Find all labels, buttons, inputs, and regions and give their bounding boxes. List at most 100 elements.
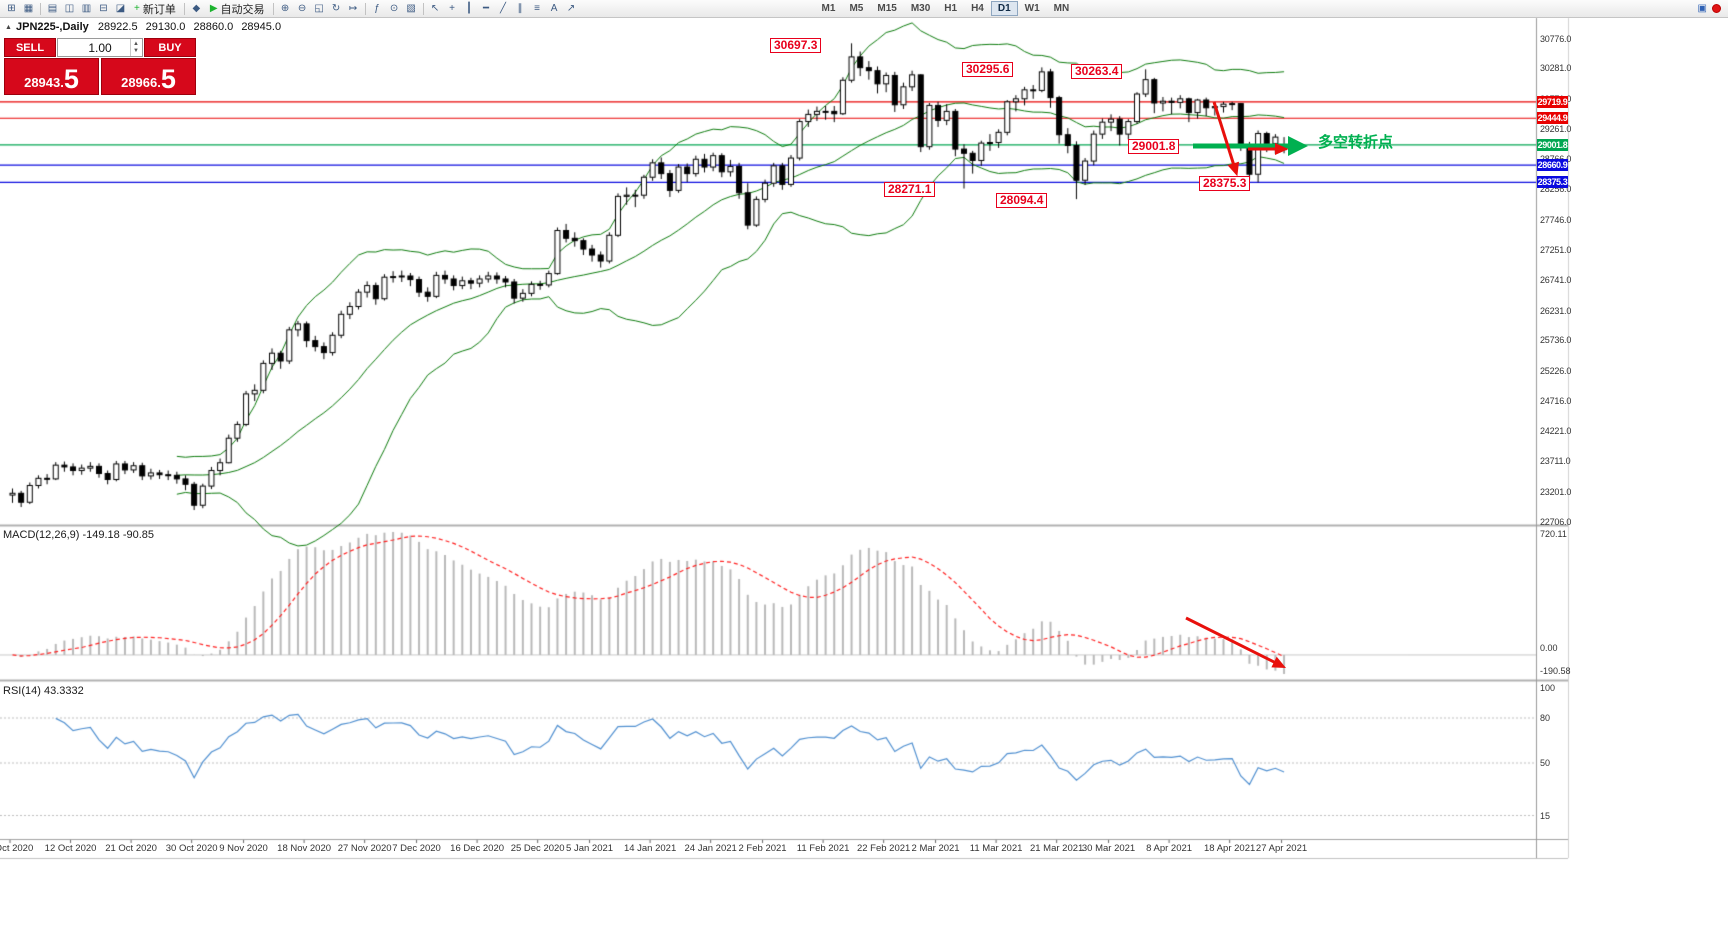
chart-header: JPN225-,Daily 28922.5 29130.0 28860.0 28… [16, 21, 286, 33]
spin-down-icon[interactable]: ▼ [133, 47, 139, 54]
timeframe-mn[interactable]: MN [1053, 3, 1070, 14]
terminal-icon: ⊟ [99, 3, 108, 14]
toolbar-separator [422, 2, 424, 15]
collapse-panel-icon[interactable]: ▲ [5, 24, 12, 31]
ohlc-high: 29130.0 [145, 21, 186, 33]
sell-button[interactable]: SELL [4, 38, 56, 57]
new-order-button[interactable]: + 新订单 [129, 1, 181, 17]
timeframe-m15[interactable]: M15 [877, 3, 897, 14]
horizontal-line-icon[interactable]: ━ [478, 1, 495, 17]
market-watch-icon[interactable]: ▤ [44, 1, 61, 17]
zoom-in-icon[interactable]: ⊕ [277, 1, 294, 17]
buy-button[interactable]: BUY [144, 38, 196, 57]
market-watch-icon: ▤ [47, 3, 58, 14]
autoscroll-icon[interactable]: ↻ [328, 1, 345, 17]
cursor-icon: ↖ [430, 3, 440, 14]
autotrading-button[interactable]: ▶ 自动交易 [205, 1, 270, 17]
new-chart-icon[interactable]: ⊞ [3, 1, 20, 17]
navigator-icon[interactable]: ▥ [78, 1, 95, 17]
pivot-annotation-text[interactable]: 多空转折点 [1318, 134, 1394, 151]
strategy-tester-icon[interactable]: ◪ [112, 1, 129, 17]
buy-price-main: 28966. [121, 75, 161, 90]
periods-icon: ⊙ [389, 3, 399, 14]
sell-price-big-digit: 5 [63, 64, 79, 95]
navigator-icon: ▥ [81, 3, 92, 14]
crosshair-icon: + [449, 3, 455, 14]
chart-shift-icon[interactable]: ↦ [345, 1, 362, 17]
crosshair-icon[interactable]: + [444, 1, 461, 17]
zoom-out-icon: ⊖ [297, 3, 307, 14]
zoom-out-icon[interactable]: ⊖ [294, 1, 311, 17]
autotrading-button-label: 自动交易 [220, 3, 265, 16]
one-click-trading-panel: SELL 1.00 ▲ ▼ BUY 28943. 5 28966. 5 [4, 38, 196, 95]
price-callout[interactable]: 30697.3 [770, 38, 822, 53]
volume-spinner[interactable]: ▲ ▼ [130, 39, 141, 56]
horizontal-line-icon: ━ [483, 3, 490, 14]
text-icon[interactable]: A [546, 1, 563, 17]
timeframe-m1[interactable]: M1 [821, 3, 836, 14]
price-callout[interactable]: 30295.6 [962, 62, 1014, 77]
notification-dot[interactable] [1712, 4, 1721, 13]
timeframe-d1[interactable]: D1 [990, 1, 1018, 16]
price-callout[interactable]: 28271.1 [884, 182, 936, 197]
tile-windows-icon: ◱ [314, 3, 324, 14]
fibonacci-icon[interactable]: ≡ [529, 1, 546, 17]
terminal-icon[interactable]: ⊟ [95, 1, 112, 17]
timeframe-m30[interactable]: M30 [910, 3, 931, 14]
price-callout[interactable]: 30263.4 [1071, 64, 1123, 79]
toolbar-separator [364, 2, 366, 15]
data-window-icon[interactable]: ◫ [61, 1, 78, 17]
ohlc-close: 28945.0 [241, 21, 282, 33]
vertical-line-icon[interactable]: ┃ [461, 1, 478, 17]
tile-windows-icon[interactable]: ◱ [311, 1, 328, 17]
periods-icon[interactable]: ⊙ [386, 1, 403, 17]
toolbar-separator [272, 2, 274, 15]
vertical-line-icon: ┃ [466, 3, 473, 14]
arrows-icon: ↗ [566, 3, 576, 14]
channel-icon[interactable]: ∥ [512, 1, 529, 17]
price-callout[interactable]: 28094.4 [996, 193, 1048, 208]
volume-value: 1.00 [88, 40, 112, 55]
rsi-indicator-label: RSI(14) 43.3332 [3, 685, 84, 697]
new-order-button-label: 新订单 [142, 3, 176, 16]
templates-icon: ▧ [406, 3, 416, 14]
arrows-icon[interactable]: ↗ [563, 1, 580, 17]
profiles-icon: ▦ [23, 3, 34, 14]
timeframe-h4[interactable]: H4 [971, 3, 984, 14]
main-toolbar: ⊞ ▦ ▤ ◫ ▥ ⊟ ◪ + 新订单 ◆ ▶ 自动交易 ⊕ ⊖ ◱ ↻ ↦ ƒ ⊙ ▧ ↖ + ┃ ━ ╱ ∥ ≡ A ↗ M1 M5 M1… [0, 0, 1728, 18]
profiles-icon[interactable]: ▦ [20, 1, 37, 17]
timeframe-h1[interactable]: H1 [944, 3, 958, 14]
autotrading-button: ▶ [209, 3, 218, 14]
ohlc-low: 28860.0 [193, 21, 234, 33]
timeframe-group: M1 M5 M15 M30 H1 H4 D1 W1 MN [815, 1, 1077, 16]
buy-price[interactable]: 28966. 5 [101, 58, 196, 95]
indicators-icon: ƒ [374, 3, 380, 14]
timeframe-w1[interactable]: W1 [1024, 3, 1040, 14]
spin-up-icon[interactable]: ▲ [133, 40, 139, 47]
sell-price[interactable]: 28943. 5 [4, 58, 99, 95]
buy-price-big-digit: 5 [160, 64, 176, 95]
metaeditor-icon[interactable]: ◆ [188, 1, 205, 17]
chart-shift-icon: ↦ [348, 3, 358, 14]
volume-input[interactable]: 1.00 ▲ ▼ [57, 38, 143, 57]
new-order-button: + [134, 3, 140, 14]
sell-price-main: 28943. [24, 75, 64, 90]
new-chart-icon: ⊞ [7, 3, 16, 14]
toolbar-separator [183, 2, 185, 15]
templates-icon[interactable]: ▧ [403, 1, 420, 17]
autoscroll-icon: ↻ [331, 3, 341, 14]
price-callout[interactable]: 28375.3 [1199, 176, 1251, 191]
toolbar-separator [40, 2, 41, 15]
price-callout[interactable]: 29001.8 [1128, 139, 1180, 154]
data-window-icon: ◫ [64, 3, 75, 14]
indicators-icon[interactable]: ƒ [369, 1, 386, 17]
cursor-icon[interactable]: ↖ [427, 1, 444, 17]
trendline-icon[interactable]: ╱ [495, 1, 512, 17]
metaeditor-icon: ◆ [192, 3, 201, 14]
macd-indicator-label: MACD(12,26,9) -149.18 -90.85 [3, 529, 155, 541]
timeframe-m5[interactable]: M5 [849, 3, 864, 14]
trendline-icon: ╱ [500, 3, 507, 14]
panel-icon[interactable]: ▣ [1697, 3, 1707, 14]
